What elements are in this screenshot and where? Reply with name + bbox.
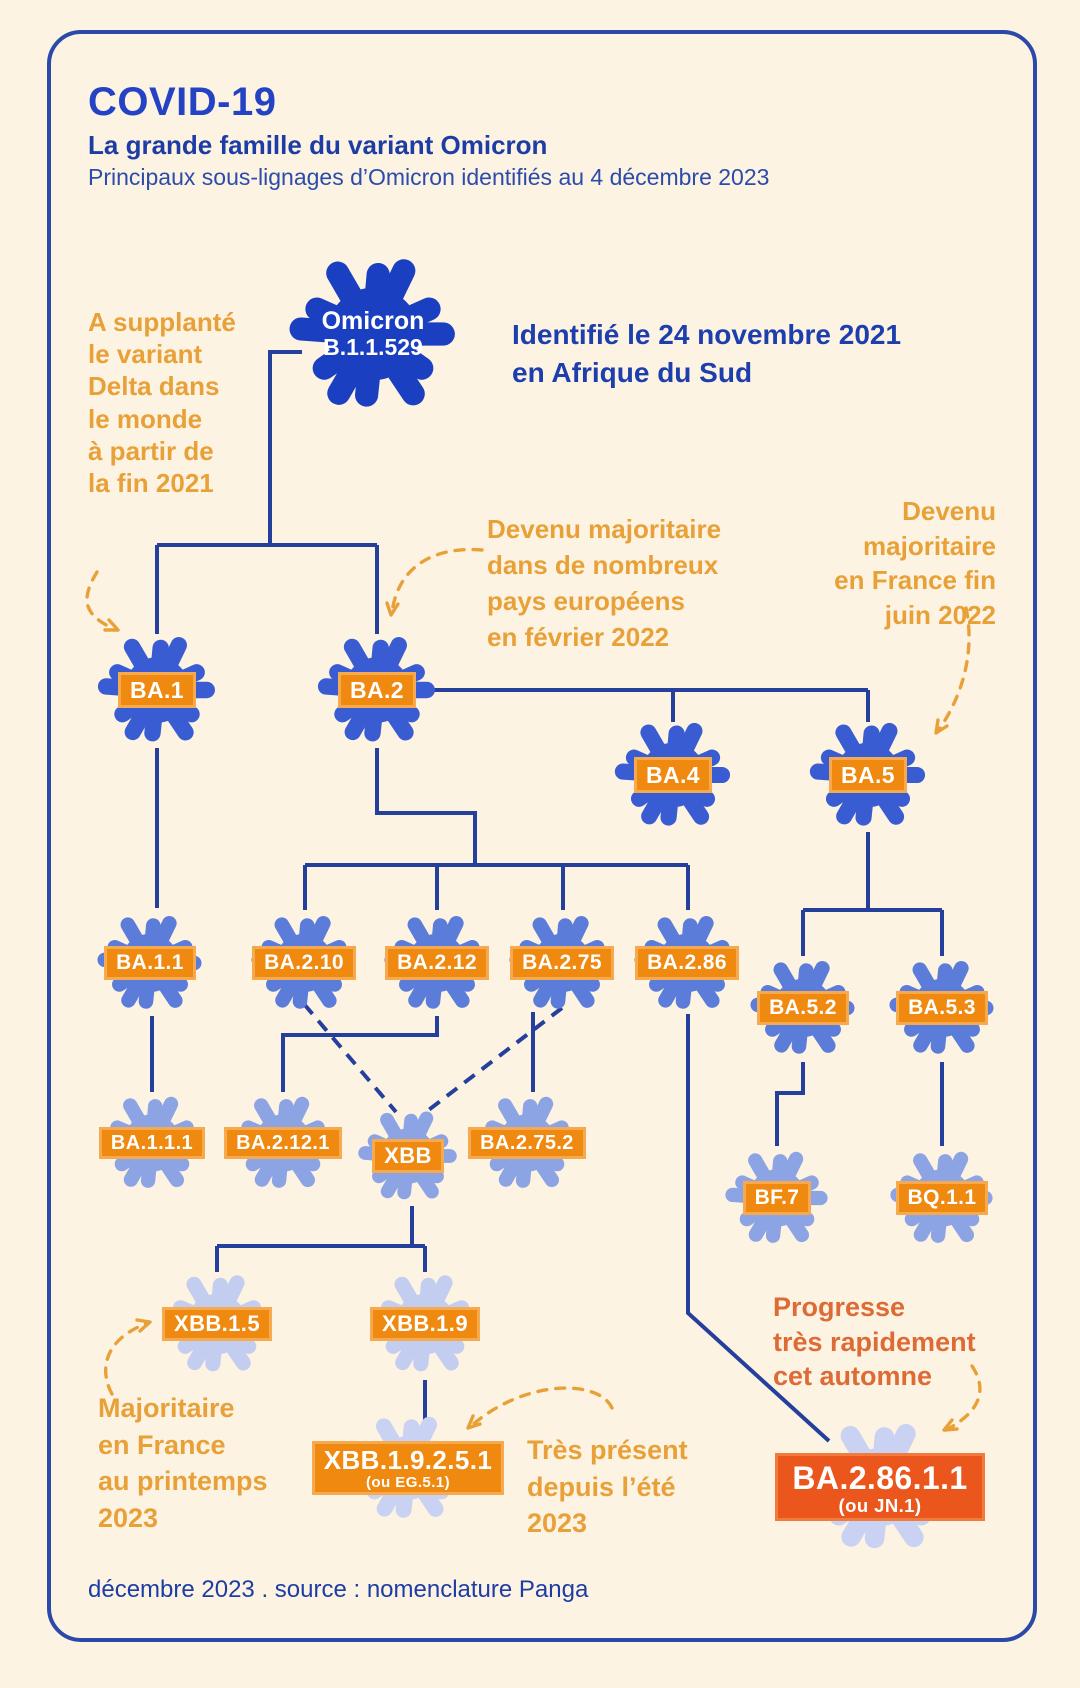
variant-label: BA.5.2 xyxy=(757,991,849,1025)
variant-node-ba4: BA.4 xyxy=(611,713,735,837)
variant-label: XBB.1.9 xyxy=(370,1306,480,1342)
variant-label: XBB.1.9.2.5.1 (ou EG.5.1) xyxy=(311,1441,505,1495)
note-very-present: Très présent depuis l’été 2023 xyxy=(527,1435,688,1539)
variant-label: BA.1 xyxy=(117,671,196,709)
variant-label: BA.2.86.1.1 (ou JN.1) xyxy=(775,1452,985,1522)
variant-node-xbb: XBB xyxy=(355,1103,461,1209)
variant-label: XBB.1.5 xyxy=(162,1306,272,1342)
note-majority-spring: Majoritaire en France au printemps 2023 xyxy=(98,1393,268,1534)
variant-node-ba2752: BA.2.75.2 xyxy=(468,1088,586,1198)
variant-node-jn1: BA.2.86.1.1 (ou JN.1) xyxy=(775,1412,985,1562)
variant-node-bf7: BF.7 xyxy=(722,1143,832,1253)
variant-label: BA.5.3 xyxy=(896,991,988,1025)
variant-node-xbb19: XBB.1.9 xyxy=(367,1266,483,1382)
variant-node-ba53: BA.5.3 xyxy=(886,952,998,1064)
page-caption: Principaux sous-lignages d’Omicron ident… xyxy=(88,164,770,190)
variant-label: BQ.1.1 xyxy=(895,1181,989,1215)
variant-label: BA.2.75 xyxy=(510,946,614,980)
variant-node-ba111: BA.1.1.1 xyxy=(97,1088,207,1198)
variant-node-xbb15: XBB.1.5 xyxy=(159,1266,275,1382)
variant-label: BA.1.1.1 xyxy=(98,1126,206,1160)
variant-label: BA.2.12.1 xyxy=(224,1126,342,1160)
note-supplanted-delta: A supplanté le variant Delta dans le mon… xyxy=(88,307,236,499)
variant-label: BA.1.1 xyxy=(104,946,196,980)
note-majority-france: Devenu majoritaire en France fin juin 20… xyxy=(834,496,996,630)
note-identified: Identifié le 24 novembre 2021 en Afrique… xyxy=(512,319,902,388)
virus-burst-icon xyxy=(289,259,455,407)
page-title: COVID-19 xyxy=(88,80,277,124)
variant-node-eg51: XBB.1.9.2.5.1 (ou EG.5.1) xyxy=(311,1407,505,1529)
variant-node-ba286: BA.2.86 xyxy=(631,907,743,1019)
variant-label: BA.4 xyxy=(633,756,712,794)
variant-node-ba210: BA.2.10 xyxy=(248,907,360,1019)
source-line: décembre 2023 . source : nomenclature Pa… xyxy=(88,1576,589,1603)
variant-node-ba11: BA.1.1 xyxy=(94,907,206,1019)
note-majority-europe: Devenu majoritaire dans de nombreux pays… xyxy=(487,514,722,652)
variant-node-ba2121: BA.2.12.1 xyxy=(224,1088,342,1198)
variant-node-omicron: Omicron B.1.1.529 xyxy=(284,245,462,423)
variant-label: BA.2 xyxy=(337,671,416,709)
variant-node-bq11: BQ.1.1 xyxy=(887,1143,997,1253)
variant-node-ba5: BA.5 xyxy=(806,713,930,837)
variant-node-ba52: BA.5.2 xyxy=(747,952,859,1064)
variant-label: BA.5 xyxy=(828,756,907,794)
variant-label: XBB xyxy=(372,1138,444,1174)
variant-node-ba275: BA.2.75 xyxy=(506,907,618,1019)
variant-label: Omicron B.1.1.529 xyxy=(321,307,425,361)
variant-node-ba2: BA.2 xyxy=(314,627,440,753)
variant-node-ba212: BA.2.12 xyxy=(381,907,493,1019)
variant-label: BA.2.75.2 xyxy=(468,1126,586,1160)
variant-label: BA.2.10 xyxy=(252,946,356,980)
variant-node-ba1: BA.1 xyxy=(94,627,220,753)
note-progressing: Progresse très rapidement cet automne xyxy=(773,1292,976,1392)
variant-label: BA.2.12 xyxy=(385,946,489,980)
card-border xyxy=(47,30,1037,1642)
variant-label: BF.7 xyxy=(742,1181,812,1215)
variant-label: BA.2.86 xyxy=(635,946,739,980)
page-subtitle: La grande famille du variant Omicron xyxy=(88,130,548,160)
